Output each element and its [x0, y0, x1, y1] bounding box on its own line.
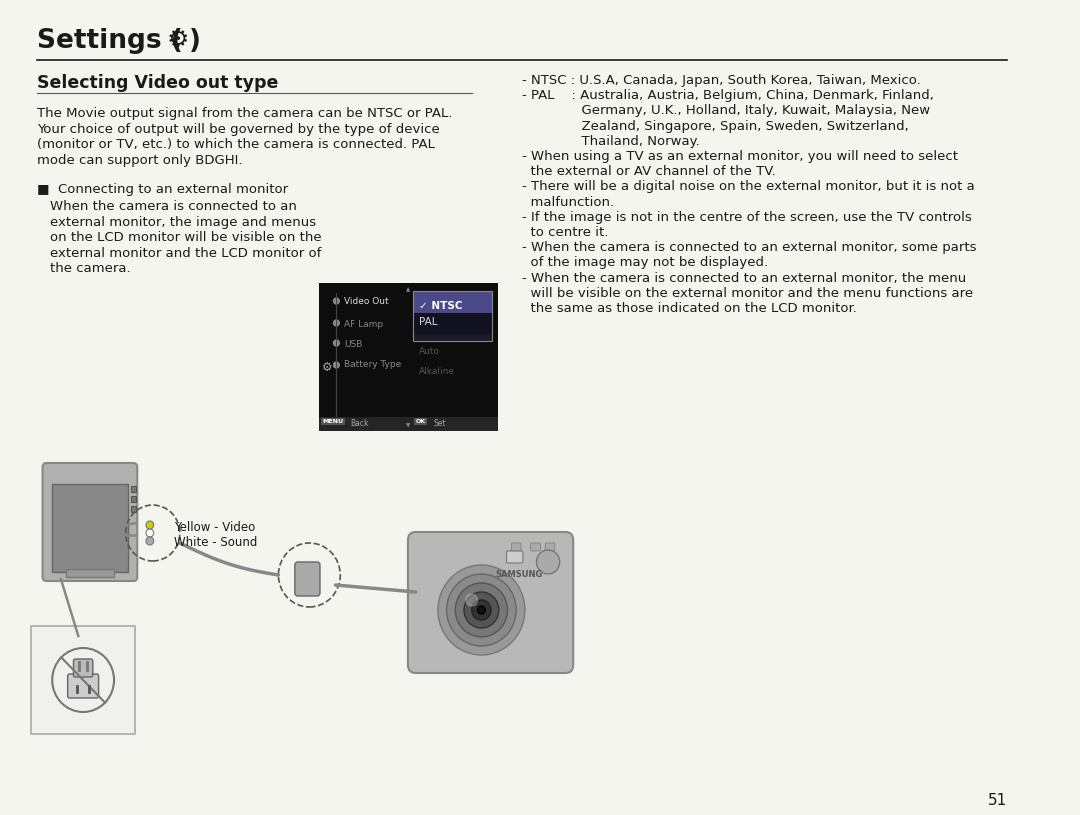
- Text: AF Lamp: AF Lamp: [345, 320, 383, 329]
- Text: Battery Type: Battery Type: [345, 360, 402, 369]
- Text: ▼: ▼: [406, 423, 410, 428]
- FancyBboxPatch shape: [530, 543, 540, 551]
- Text: White - Sound: White - Sound: [174, 536, 257, 549]
- Text: - When using a TV as an external monitor, you will need to select: - When using a TV as an external monitor…: [522, 150, 958, 163]
- Text: Settings (: Settings (: [37, 28, 183, 54]
- Text: SAMSUNG: SAMSUNG: [495, 570, 542, 579]
- Text: When the camera is connected to an: When the camera is connected to an: [51, 200, 297, 213]
- Text: the same as those indicated on the LCD monitor.: the same as those indicated on the LCD m…: [522, 302, 856, 315]
- FancyBboxPatch shape: [66, 569, 114, 577]
- Text: ): ): [189, 28, 201, 54]
- Text: Alkaline: Alkaline: [419, 367, 455, 376]
- Text: ✓ NTSC: ✓ NTSC: [419, 301, 462, 311]
- Text: the camera.: the camera.: [51, 262, 131, 275]
- Circle shape: [456, 583, 508, 637]
- Circle shape: [146, 529, 153, 537]
- FancyBboxPatch shape: [132, 506, 136, 512]
- FancyBboxPatch shape: [545, 543, 555, 551]
- Text: the external or AV channel of the TV.: the external or AV channel of the TV.: [522, 165, 775, 178]
- FancyBboxPatch shape: [132, 496, 136, 502]
- FancyBboxPatch shape: [42, 463, 137, 581]
- Circle shape: [334, 362, 339, 368]
- Circle shape: [334, 298, 339, 304]
- FancyBboxPatch shape: [408, 532, 573, 673]
- Text: (monitor or TV, etc.) to which the camera is connected. PAL: (monitor or TV, etc.) to which the camer…: [37, 138, 434, 151]
- FancyBboxPatch shape: [295, 562, 320, 596]
- Text: - When the camera is connected to an external monitor, some parts: - When the camera is connected to an ext…: [522, 241, 976, 254]
- FancyBboxPatch shape: [410, 597, 417, 607]
- Text: - If the image is not in the centre of the screen, use the TV controls: - If the image is not in the centre of t…: [522, 211, 972, 224]
- Text: Germany, U.K., Holland, Italy, Kuwait, Malaysia, New: Germany, U.K., Holland, Italy, Kuwait, M…: [522, 104, 930, 117]
- Text: ⚙: ⚙: [322, 361, 333, 374]
- Text: - PAL    : Australia, Austria, Belgium, China, Denmark, Finland,: - PAL : Australia, Austria, Belgium, Chi…: [522, 89, 934, 102]
- Text: to centre it.: to centre it.: [522, 226, 608, 239]
- Circle shape: [334, 320, 339, 326]
- Text: on the LCD monitor will be visible on the: on the LCD monitor will be visible on th…: [51, 231, 322, 244]
- Text: Auto: Auto: [419, 347, 440, 356]
- FancyBboxPatch shape: [319, 283, 498, 431]
- Text: 51: 51: [988, 793, 1008, 808]
- FancyBboxPatch shape: [132, 486, 136, 492]
- Text: Back: Back: [350, 419, 368, 428]
- Text: The Movie output signal from the camera can be NTSC or PAL.: The Movie output signal from the camera …: [37, 107, 453, 120]
- FancyBboxPatch shape: [413, 291, 492, 313]
- Text: ■  Connecting to an external monitor: ■ Connecting to an external monitor: [37, 183, 288, 196]
- Circle shape: [464, 592, 499, 628]
- Text: external monitor and the LCD monitor of: external monitor and the LCD monitor of: [51, 246, 322, 259]
- Text: Selecting Video out type: Selecting Video out type: [37, 74, 279, 92]
- Text: Thailand, Norway.: Thailand, Norway.: [522, 134, 700, 148]
- Text: Yellow - Video: Yellow - Video: [174, 521, 255, 534]
- Text: will be visible on the external monitor and the menu functions are: will be visible on the external monitor …: [522, 287, 973, 300]
- Text: OK: OK: [416, 419, 426, 424]
- FancyBboxPatch shape: [511, 543, 521, 551]
- FancyBboxPatch shape: [413, 291, 492, 341]
- FancyBboxPatch shape: [31, 626, 135, 734]
- Text: ⚙: ⚙: [166, 28, 189, 52]
- FancyBboxPatch shape: [319, 417, 498, 431]
- Circle shape: [334, 340, 339, 346]
- Text: - When the camera is connected to an external monitor, the menu: - When the camera is connected to an ext…: [522, 271, 967, 284]
- Circle shape: [477, 606, 485, 614]
- Text: USB: USB: [345, 340, 363, 349]
- FancyBboxPatch shape: [413, 313, 492, 335]
- Circle shape: [472, 600, 491, 620]
- Text: Set: Set: [433, 419, 446, 428]
- Text: Video Out: Video Out: [345, 297, 389, 306]
- Circle shape: [465, 594, 477, 606]
- Text: mode can support only BDGHI.: mode can support only BDGHI.: [37, 153, 242, 166]
- Circle shape: [537, 550, 559, 574]
- Circle shape: [447, 574, 516, 646]
- Text: Your choice of output will be governed by the type of device: Your choice of output will be governed b…: [37, 122, 440, 135]
- Text: external monitor, the image and menus: external monitor, the image and menus: [51, 215, 316, 228]
- FancyBboxPatch shape: [52, 484, 127, 572]
- FancyBboxPatch shape: [507, 551, 523, 563]
- Text: of the image may not be displayed.: of the image may not be displayed.: [522, 257, 768, 270]
- Circle shape: [437, 565, 525, 655]
- Circle shape: [146, 521, 153, 529]
- Text: - NTSC : U.S.A, Canada, Japan, South Korea, Taiwan, Mexico.: - NTSC : U.S.A, Canada, Japan, South Kor…: [522, 74, 921, 87]
- FancyBboxPatch shape: [68, 674, 98, 698]
- Text: MENU: MENU: [323, 419, 345, 424]
- Text: Zealand, Singapore, Spain, Sweden, Switzerland,: Zealand, Singapore, Spain, Sweden, Switz…: [522, 120, 908, 133]
- Text: - There will be a digital noise on the external monitor, but it is not a: - There will be a digital noise on the e…: [522, 180, 975, 193]
- Text: malfunction.: malfunction.: [522, 196, 615, 209]
- Text: ▲: ▲: [406, 287, 410, 292]
- Text: PAL: PAL: [419, 317, 437, 327]
- FancyBboxPatch shape: [73, 659, 93, 677]
- Circle shape: [146, 537, 153, 545]
